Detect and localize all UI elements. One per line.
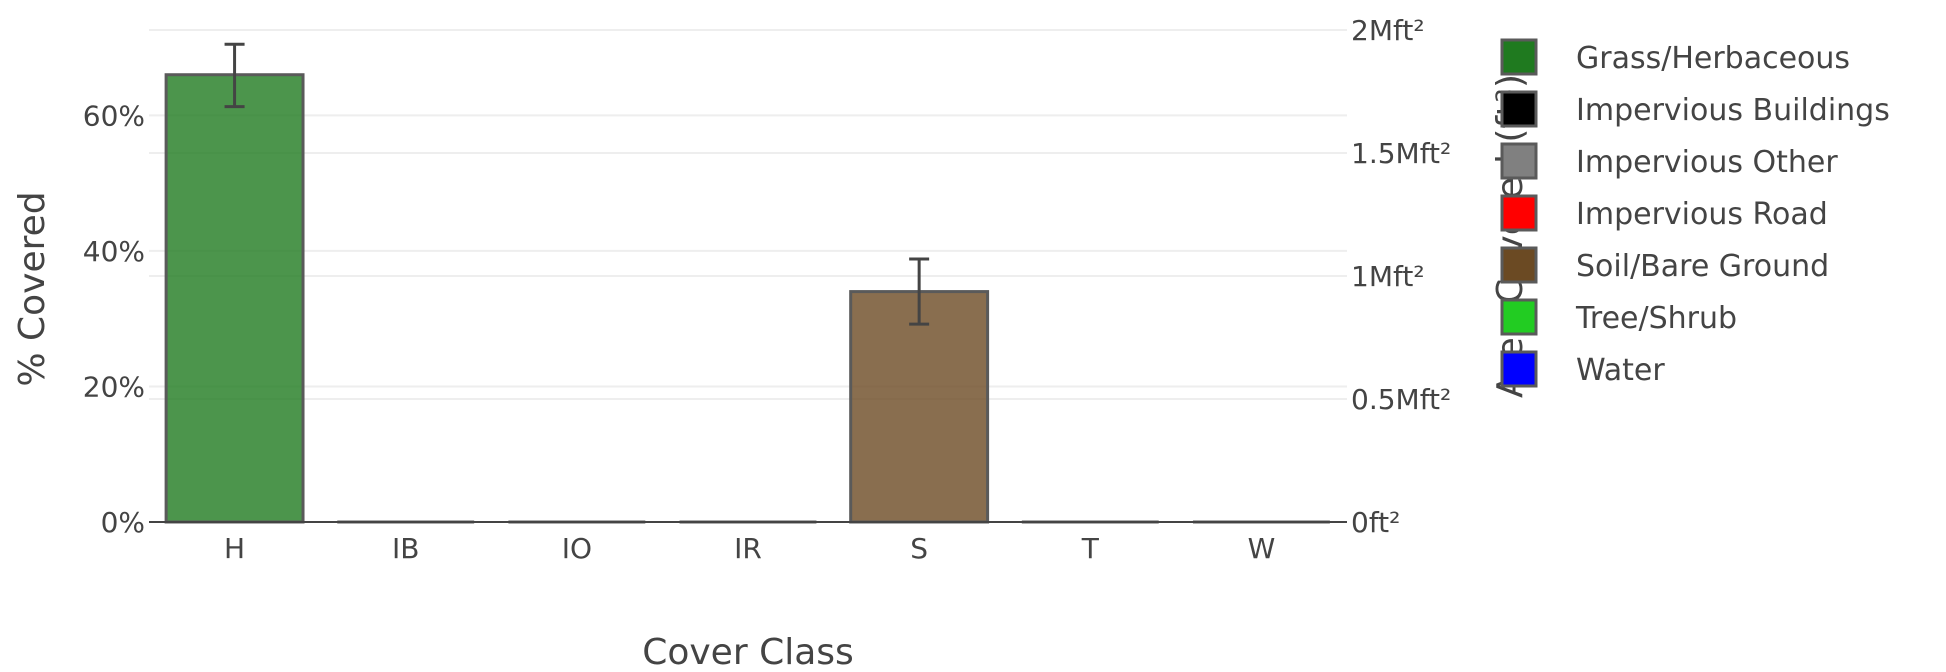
legend-label: Tree/Shrub [1575,301,1737,336]
legend-swatch [1500,350,1538,388]
x-axis-title: Cover Class [642,632,854,672]
y2-axis-title: Area Covered (ft²) [1490,74,1531,398]
legend-swatch [1500,90,1538,128]
y2-tick-label: 1.5Mft² [1351,137,1451,170]
x-tick-label: H [224,532,245,565]
legend-label: Impervious Buildings [1576,93,1890,128]
legend-label: Soil/Bare Ground [1576,249,1829,284]
grid-layer [149,29,1347,400]
legend-swatch [1500,38,1538,76]
bar-S [849,290,990,524]
x-tick-label: IO [562,532,592,565]
y-tick-label: 60% [83,99,145,132]
y2-tick-label: 1Mft² [1351,260,1425,293]
legend: Grass/Herbaceous Impervious Buildings Impe… [1500,38,1890,388]
legend-label: Impervious Other [1576,145,1838,180]
legend-label: Grass/Herbaceous [1576,41,1850,76]
x-tick-label: IR [734,532,762,565]
y2-tick-label: 0.5Mft² [1351,383,1451,416]
axis-layer: 0ft² 0.5Mft² 1Mft² 1.5Mft² 2Mft² 0% 20% 40% 60% H… [83,14,1452,565]
x-tick-label: IB [392,532,419,565]
legend-swatch [1500,246,1538,284]
bar-H [164,73,305,524]
y2-tick-label: 0ft² [1351,506,1400,539]
legend-swatch [1500,142,1538,180]
y-tick-label: 0% [101,506,145,539]
x-tick-label: S [910,532,928,565]
legend-label: Water [1576,353,1665,388]
y2-tick-label: 2Mft² [1351,14,1425,47]
legend-label: Impervious Road [1576,197,1828,232]
legend-swatch [1500,194,1538,232]
y-tick-label: 40% [83,235,145,268]
y-axis-title: % Covered [12,191,53,386]
x-tick-label: W [1248,532,1276,565]
x-tick-label: T [1081,532,1100,565]
legend-swatch [1500,298,1538,336]
y-tick-label: 20% [83,370,145,403]
